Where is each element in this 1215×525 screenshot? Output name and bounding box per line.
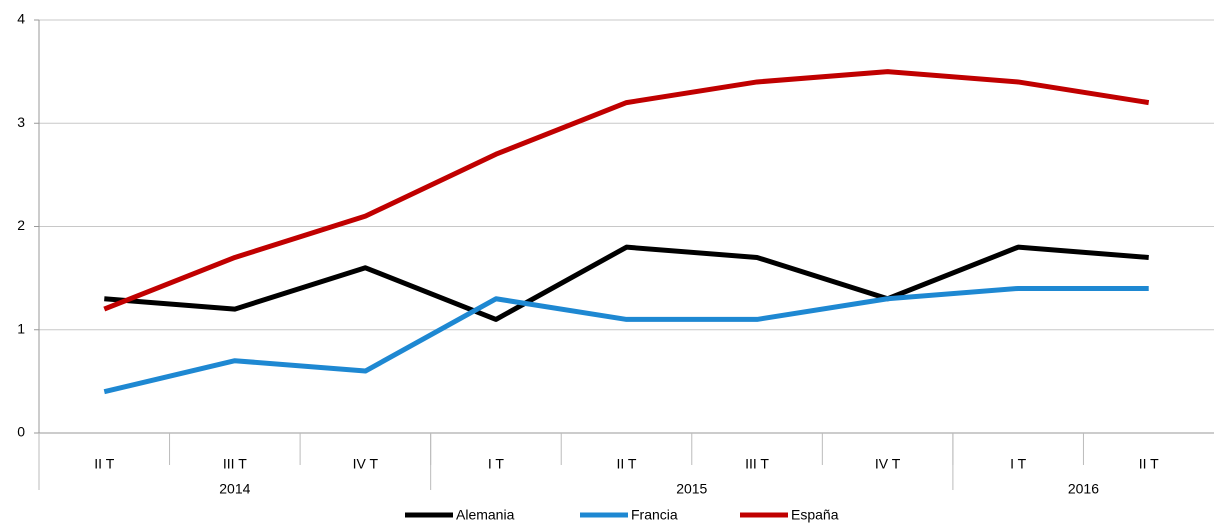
group-label: 2014: [219, 481, 250, 497]
group-label: 2015: [676, 481, 707, 497]
y-tick-label: 4: [17, 11, 25, 27]
x-tick-label: I T: [1010, 456, 1027, 472]
legend-label: Alemania: [456, 507, 515, 523]
x-tick-label: II T: [94, 456, 114, 472]
group-label: 2016: [1068, 481, 1099, 497]
series-line: [103, 285, 1149, 395]
x-tick-label: III T: [223, 456, 247, 472]
x-tick-label: IV T: [875, 456, 901, 472]
legend-label: Francia: [631, 507, 678, 523]
series-line: [103, 69, 1150, 312]
x-tick-label: II T: [617, 456, 637, 472]
y-tick-label: 3: [17, 114, 25, 130]
x-tick-label: I T: [488, 456, 505, 472]
y-tick-label: 1: [17, 320, 25, 336]
series-line: [104, 244, 1149, 322]
y-tick-label: 2: [17, 217, 25, 233]
x-tick-label: III T: [745, 456, 769, 472]
x-tick-label: II T: [1139, 456, 1159, 472]
x-tick-label: IV T: [353, 456, 379, 472]
y-tick-label: 0: [17, 424, 25, 440]
legend-label: España: [791, 507, 839, 523]
